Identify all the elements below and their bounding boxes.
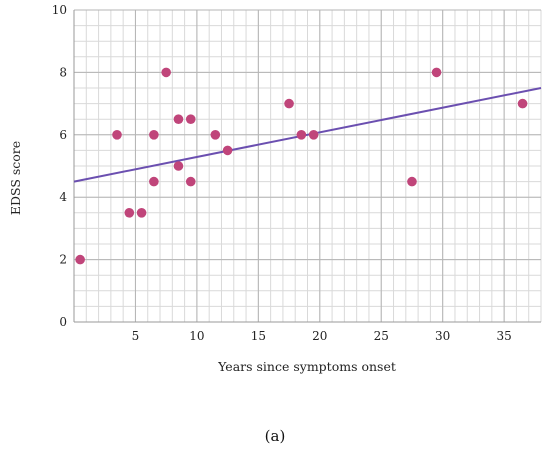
x-tick-label: 35 <box>496 329 511 343</box>
data-point <box>136 208 147 218</box>
x-tick-label: 30 <box>435 329 450 343</box>
x-tick-labels: 5 10 15 20 25 30 35 <box>132 329 512 343</box>
y-tick-labels: 0 2 4 6 8 10 <box>52 3 68 329</box>
y-tick-label: 10 <box>52 3 67 17</box>
x-tick-label: 20 <box>312 329 327 343</box>
data-point <box>149 130 159 140</box>
data-point <box>185 176 196 187</box>
data-point <box>222 145 233 156</box>
data-point <box>173 114 184 124</box>
x-tick-label: 15 <box>251 329 266 343</box>
figure-caption: (a) <box>264 427 286 445</box>
x-tick-label: 10 <box>189 329 204 343</box>
data-point <box>173 161 184 171</box>
x-axis-label: Years since symptoms onset <box>217 359 396 374</box>
data-point <box>308 130 319 140</box>
data-point <box>185 114 196 124</box>
y-tick-label: 8 <box>59 65 67 79</box>
data-point <box>407 176 417 187</box>
y-tick-label: 6 <box>59 128 67 142</box>
y-axis-label: EDSS score <box>8 141 23 215</box>
y-tick-label: 0 <box>59 315 67 329</box>
scatter-chart: 5 10 15 20 25 30 35 0 2 4 6 8 10 EDSS score Years s… <box>8 3 542 374</box>
data-point <box>284 98 294 109</box>
x-tick-label: 25 <box>374 329 389 343</box>
data-point <box>112 130 122 140</box>
trendline <box>73 87 542 183</box>
data-point <box>149 176 159 187</box>
data-point <box>75 254 85 265</box>
y-tick-label: 4 <box>59 190 67 204</box>
trendline-group <box>73 87 542 183</box>
data-point <box>296 130 307 140</box>
data-point <box>124 208 135 218</box>
data-point <box>161 67 171 78</box>
data-point <box>210 130 221 140</box>
y-tick-label: 2 <box>59 253 67 267</box>
data-points <box>75 67 528 265</box>
grid-minor <box>73 9 542 323</box>
data-point <box>431 67 442 78</box>
data-point <box>517 98 528 109</box>
x-tick-label: 5 <box>132 329 140 343</box>
